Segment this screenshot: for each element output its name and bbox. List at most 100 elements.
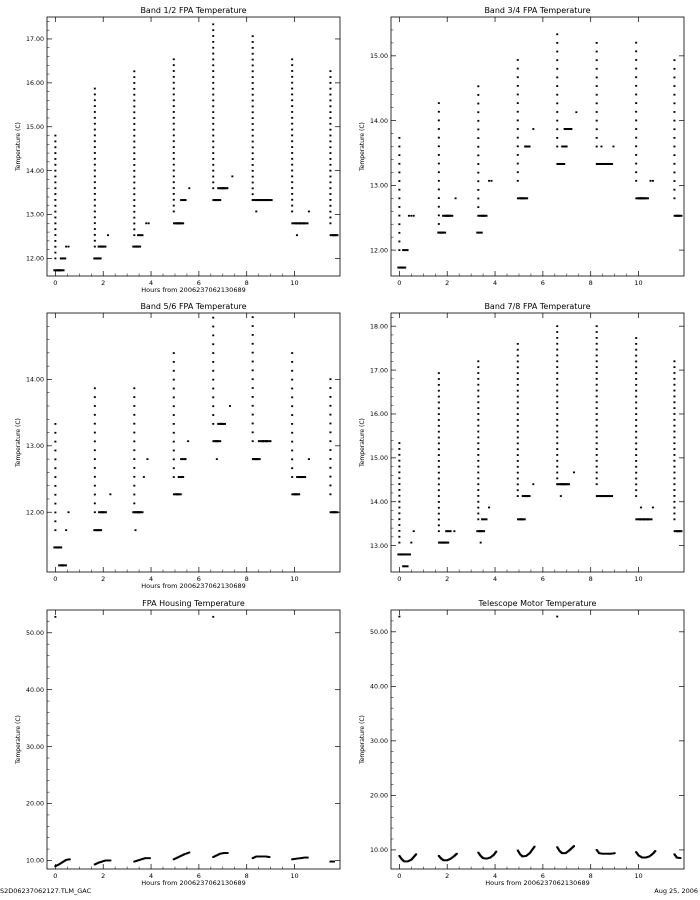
data-point [442, 541, 450, 544]
data-point [673, 85, 676, 87]
data-point [595, 85, 598, 87]
data-point [635, 419, 638, 421]
data-point [251, 378, 254, 381]
data-point [212, 369, 215, 372]
data-point [516, 442, 519, 445]
data-point [477, 128, 480, 131]
y-tick-label: 10.00 [370, 847, 388, 854]
chart-panel-5: FPA Housing Temperature Hours from 200623… [15, 599, 341, 887]
data-point [214, 440, 222, 443]
data-point [477, 500, 480, 503]
data-point [329, 122, 332, 125]
y-tick-label: 14.00 [370, 118, 388, 125]
data-point [516, 162, 519, 165]
data-point [133, 111, 136, 114]
data-point [172, 140, 175, 143]
data-point [437, 483, 440, 486]
data-point [604, 852, 607, 855]
data-point [477, 360, 480, 363]
data-point [54, 158, 57, 160]
data-point [572, 471, 575, 474]
data-point [297, 857, 300, 860]
plot-frame [390, 16, 685, 277]
data-point [595, 354, 598, 357]
data-point [54, 251, 57, 254]
data-point [410, 214, 413, 217]
data-point [398, 494, 401, 497]
data-point [477, 102, 480, 105]
data-point [291, 193, 294, 195]
data-point [133, 134, 136, 137]
data-point [133, 70, 136, 73]
data-point [532, 483, 535, 486]
x-tick-label: 8 [589, 575, 593, 583]
data-point [516, 354, 519, 357]
chart-title: Band 7/8 FPA Temperature [484, 302, 590, 311]
data-point [673, 136, 676, 139]
data-point [329, 395, 332, 398]
data-point [642, 518, 649, 521]
data-point [291, 111, 294, 113]
data-point [673, 154, 676, 157]
data-point [251, 35, 254, 38]
data-point [556, 136, 559, 139]
data-point [260, 855, 263, 858]
data-point [329, 404, 332, 407]
data-point [477, 512, 480, 515]
data-point [556, 145, 559, 148]
data-point [172, 122, 175, 125]
data-point [133, 484, 136, 487]
data-point [93, 116, 96, 119]
data-point [398, 154, 401, 157]
data-point [635, 389, 638, 392]
data-point [67, 511, 70, 514]
data-point [172, 58, 175, 61]
data-point [673, 162, 676, 165]
data-point [251, 134, 254, 137]
data-point [556, 407, 559, 410]
data-point [654, 850, 657, 852]
data-point [437, 442, 440, 445]
data-point [291, 198, 294, 201]
chart-title: FPA Housing Temperature [142, 599, 245, 608]
data-point [295, 234, 298, 237]
data-point [133, 216, 136, 219]
data-point [329, 175, 332, 178]
x-tick-label: 4 [493, 575, 497, 583]
data-point [184, 852, 187, 855]
data-point [54, 146, 57, 149]
data-point [477, 465, 480, 468]
data-point [329, 449, 332, 451]
data-point [477, 163, 480, 165]
data-point [93, 204, 96, 207]
data-point [294, 222, 302, 225]
data-point [172, 210, 175, 213]
data-point [183, 853, 186, 856]
x-tick-label: 0 [397, 872, 401, 880]
data-point [398, 477, 401, 480]
data-point [595, 436, 598, 439]
data-point [215, 458, 218, 461]
data-point [477, 477, 480, 480]
data-point [635, 483, 638, 486]
data-point [329, 134, 332, 137]
data-point [437, 372, 440, 375]
data-point [595, 366, 598, 369]
data-point [398, 489, 401, 491]
data-point [133, 193, 136, 196]
data-point [212, 378, 215, 381]
data-point [291, 378, 294, 381]
x-tick-label: 10 [290, 279, 298, 287]
data-point [635, 489, 638, 492]
data-point [212, 93, 215, 96]
data-point [93, 449, 96, 452]
data-point [595, 325, 598, 328]
data-point [329, 387, 332, 389]
data-point [516, 67, 519, 70]
data-point [332, 234, 339, 237]
y-tick-label: 16.00 [370, 411, 388, 418]
data-point [180, 458, 187, 461]
data-point [437, 110, 440, 113]
data-point [291, 387, 294, 390]
data-point [251, 187, 254, 190]
